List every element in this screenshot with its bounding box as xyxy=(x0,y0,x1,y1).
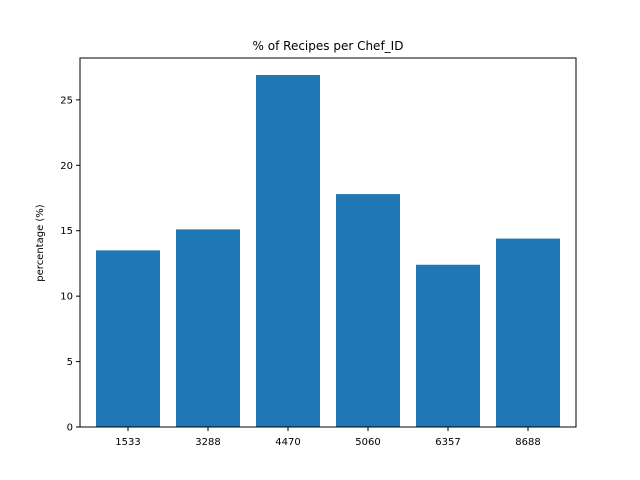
y-axis-ticks: 0 5 10 15 20 25 xyxy=(60,95,80,434)
y-axis-label: percentage (%) xyxy=(35,204,46,282)
bar-4470 xyxy=(256,75,320,427)
x-tick-label: 6357 xyxy=(435,437,460,448)
x-axis-ticks: 1533 3288 4470 5060 6357 8688 xyxy=(115,427,541,448)
y-tick-label: 5 xyxy=(67,357,73,368)
x-tick-label: 1533 xyxy=(115,437,140,448)
plot-area-frame xyxy=(79,57,577,428)
y-tick-label: 20 xyxy=(60,161,73,172)
bar-8688 xyxy=(496,238,560,427)
bar-1533 xyxy=(96,250,160,427)
y-tick-label: 0 xyxy=(67,423,73,434)
bar-6357 xyxy=(416,264,480,427)
x-tick-label: 8688 xyxy=(515,437,540,448)
y-tick-label: 25 xyxy=(60,95,73,106)
chart-title: % of Recipes per Chef_ID xyxy=(253,39,404,53)
x-tick-label: 3288 xyxy=(195,437,220,448)
bar-5060 xyxy=(336,194,400,427)
x-tick-label: 5060 xyxy=(355,437,380,448)
y-tick-label: 10 xyxy=(60,292,73,303)
x-tick-label: 4470 xyxy=(275,437,300,448)
y-tick-label: 15 xyxy=(60,226,73,237)
bars-group xyxy=(96,75,560,427)
bar-3288 xyxy=(176,229,240,427)
